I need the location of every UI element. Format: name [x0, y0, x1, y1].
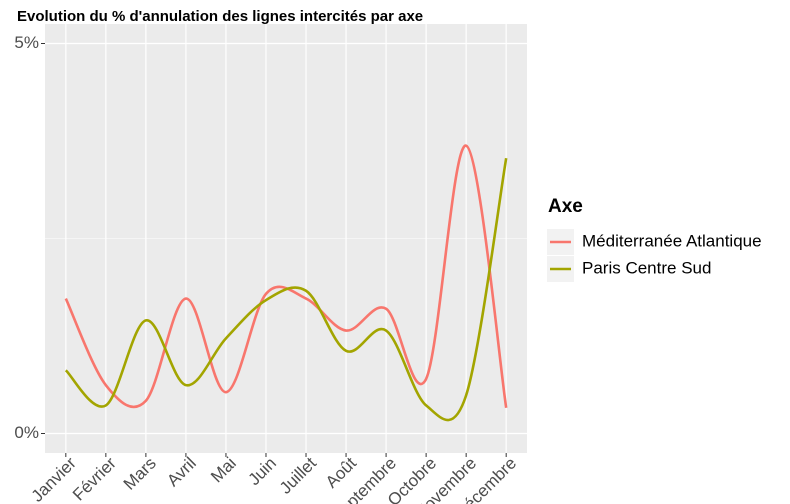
series-line — [64, 144, 508, 409]
x-tick-label: Juillet — [276, 453, 320, 497]
x-tick-label: Mai — [207, 454, 240, 487]
y-tick-label: 0% — [14, 423, 39, 442]
legend-label: Méditerranée Atlantique — [582, 231, 762, 250]
legend-title: Axe — [548, 196, 583, 217]
legend-label: Paris Centre Sud — [582, 258, 711, 277]
x-tick-label: Avril — [163, 454, 200, 491]
x-tick-label: Mars — [120, 454, 160, 494]
y-tick-label: 5% — [14, 33, 39, 52]
series-line — [64, 157, 508, 422]
x-tick-label: Février — [69, 453, 120, 504]
chart-title: Evolution du % d'annulation des lignes i… — [17, 8, 423, 25]
x-tick-label: Juin — [244, 454, 279, 489]
x-tick-label: Janvier — [28, 453, 80, 504]
